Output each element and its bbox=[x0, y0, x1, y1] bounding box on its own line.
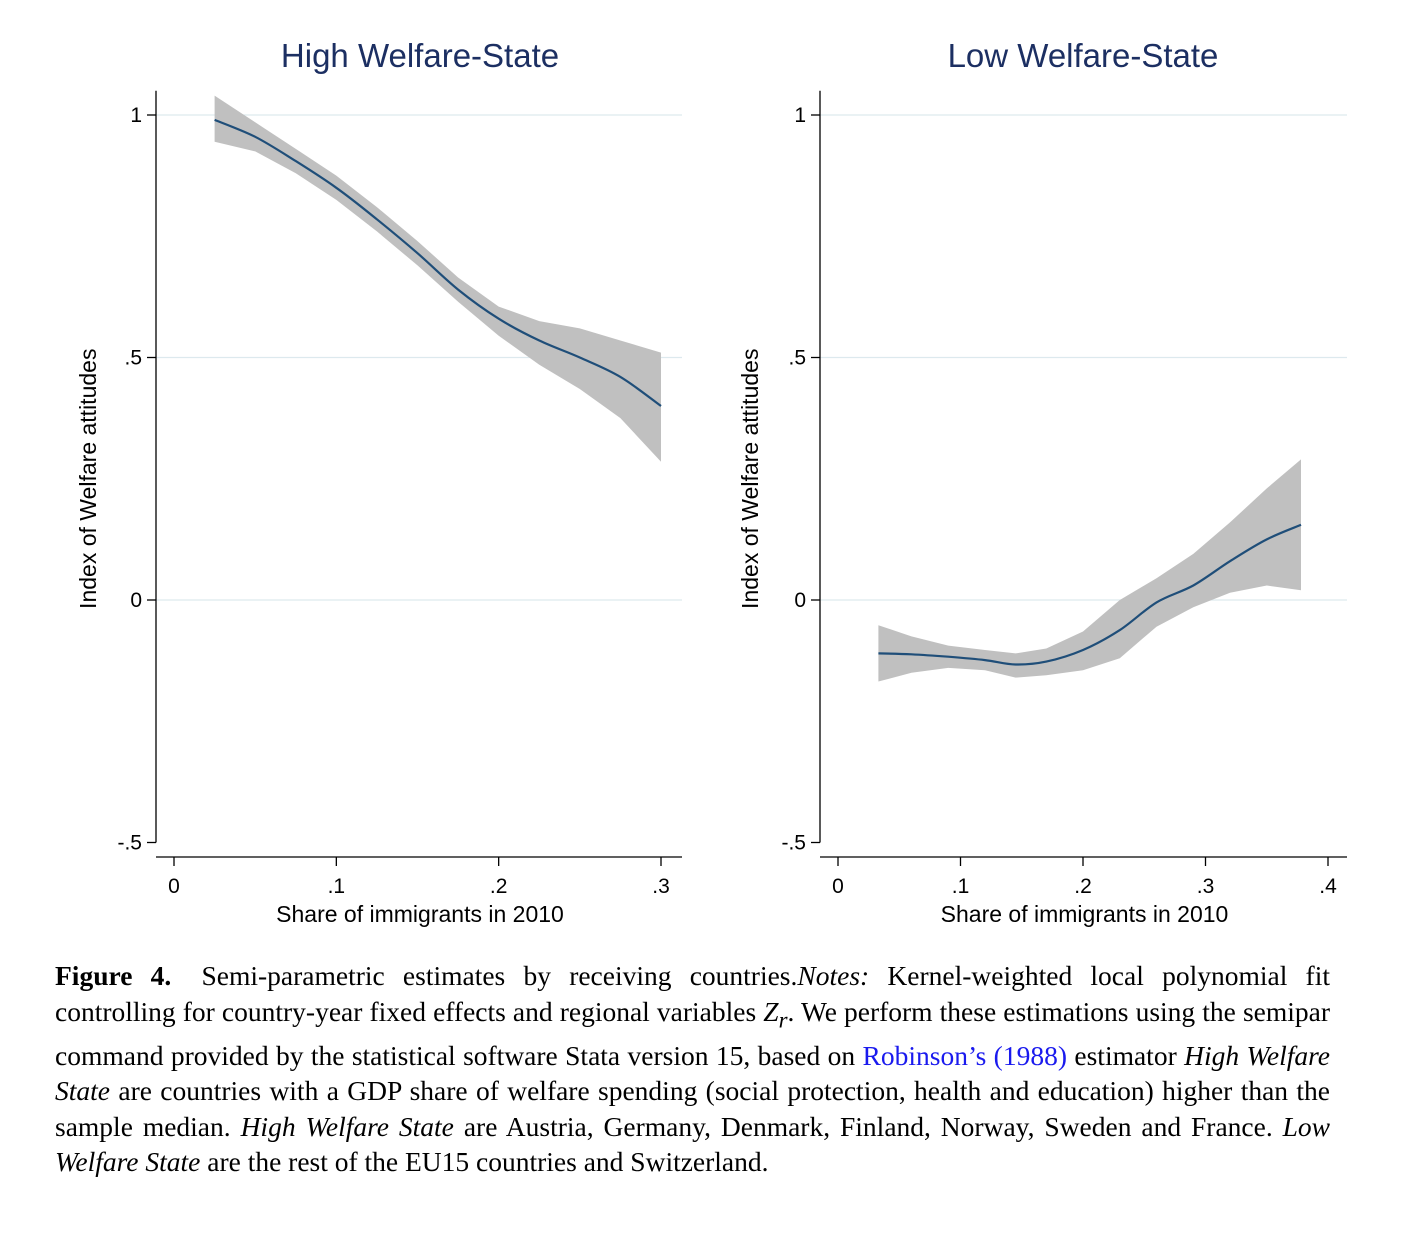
caption-text-e: are Austria, Germany, Denmark, Finland, … bbox=[463, 1110, 1273, 1142]
caption-z-symbol: Z bbox=[763, 995, 779, 1027]
x-tick-label: .2 bbox=[1074, 875, 1092, 898]
panel-low-welfare-state: -.5 0 .5 1 0 .1 .2 .3 .4 Low Welfare-State Share o… bbox=[737, 37, 1347, 927]
y-tick-label: 1 bbox=[794, 104, 806, 127]
y-tick-label: 0 bbox=[130, 589, 142, 612]
caption-low-welfare-state: Low Welfare State bbox=[55, 1110, 1331, 1178]
x-tick-label: .1 bbox=[328, 875, 346, 898]
y-tick-label: -.5 bbox=[781, 832, 806, 855]
y-tick-label: .5 bbox=[124, 347, 142, 370]
robinson-reference-link[interactable]: Robinson’s (1988) bbox=[862, 1039, 1067, 1071]
caption-high-welfare-state-1: High Welfare State bbox=[55, 1039, 1331, 1107]
x-tick-label: .2 bbox=[490, 875, 508, 898]
x-axis-title: Share of immigrants in 2010 bbox=[941, 901, 1229, 927]
x-tick-label: .3 bbox=[652, 875, 670, 898]
fit-line bbox=[878, 523, 1302, 666]
x-tick-label: 0 bbox=[168, 875, 180, 898]
caption-text-b: . We perform these estimations using the… bbox=[55, 995, 1331, 1071]
x-tick-label: 0 bbox=[832, 875, 844, 898]
panel-title: Low Welfare-State bbox=[948, 37, 1219, 74]
caption-text-c: estimator bbox=[1074, 1039, 1177, 1071]
panel-high-welfare-state: -.5 0 .5 1 0 .1 .2 .3 High Welfare-State Share of… bbox=[75, 37, 682, 927]
y-axis-title: Index of Welfare attitudes bbox=[75, 349, 101, 609]
x-tick-label: .3 bbox=[1197, 875, 1215, 898]
caption-text-f: are the rest of the EU15 countries and S… bbox=[207, 1146, 769, 1177]
figure-caption: Figure 4. Semi-parametric estimates by r… bbox=[55, 958, 1330, 1180]
caption-high-welfare-state-2: High Welfare State bbox=[240, 1110, 454, 1142]
caption-text-d: are countries with a GDP share of welfar… bbox=[55, 1075, 1330, 1142]
panel-title: High Welfare-State bbox=[281, 37, 559, 74]
figure-label: Figure 4. bbox=[55, 960, 172, 991]
x-axis-title: Share of immigrants in 2010 bbox=[276, 901, 564, 927]
caption-title: Semi-parametric estimates by receiving c… bbox=[201, 960, 798, 991]
caption-notes-label: Notes: bbox=[797, 960, 870, 991]
x-tick-label: .4 bbox=[1319, 875, 1337, 898]
figure-panels: -.5 0 .5 1 0 .1 .2 .3 High Welfare-State Share of… bbox=[75, 37, 1347, 927]
caption-text-a: Kernel-weighted local polynomial fit con… bbox=[55, 960, 1330, 1027]
y-tick-label: -.5 bbox=[117, 832, 142, 855]
x-tick-label: .1 bbox=[952, 875, 970, 898]
caption-z-subscript: r bbox=[778, 1007, 788, 1032]
y-tick-label: 0 bbox=[794, 589, 806, 612]
confidence-band bbox=[214, 95, 661, 462]
y-tick-label: 1 bbox=[130, 104, 142, 127]
y-axis-title: Index of Welfare attitudes bbox=[737, 349, 763, 609]
fit-line bbox=[214, 118, 662, 407]
y-tick-label: .5 bbox=[788, 347, 806, 370]
